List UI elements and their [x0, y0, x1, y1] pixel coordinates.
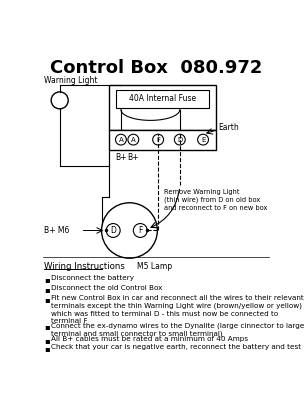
Text: D: D	[177, 137, 182, 143]
Text: 40A Internal Fuse: 40A Internal Fuse	[129, 94, 196, 103]
Text: ▪: ▪	[44, 285, 50, 294]
Text: ▪: ▪	[44, 336, 50, 345]
Bar	[109, 130, 216, 150]
Text: ▪: ▪	[44, 344, 50, 354]
Text: F: F	[156, 137, 160, 143]
Text: Connect the ex-dynamo wires to the Dynalite (large cinnector to large
terminal a: Connect the ex-dynamo wires to the Dynal…	[51, 322, 304, 337]
Text: B+: B+	[115, 154, 127, 162]
Text: B+ M6: B+ M6	[44, 226, 70, 235]
Text: ▪: ▪	[44, 275, 50, 284]
Text: M5 Lamp: M5 Lamp	[137, 262, 172, 271]
Text: Warning Light: Warning Light	[44, 76, 98, 86]
Text: E: E	[201, 137, 205, 143]
Text: All B+ cables must be rated at a minimum of 40 Amps: All B+ cables must be rated at a minimum…	[51, 336, 248, 342]
Text: Disconnect the old Control Box: Disconnect the old Control Box	[51, 285, 163, 291]
Text: Control Box  080.972: Control Box 080.972	[50, 59, 262, 77]
Text: Remove Warning Light
(thin wire) from D on old box
and reconnect to F on new box: Remove Warning Light (thin wire) from D …	[164, 189, 267, 212]
Text: Wiring Instructions: Wiring Instructions	[44, 262, 125, 271]
Text: B+: B+	[128, 154, 139, 162]
Text: Fit new Control Box in car and reconnect all the wires to their relevant
termina: Fit new Control Box in car and reconnect…	[51, 295, 304, 324]
Bar	[116, 90, 209, 108]
Bar	[109, 85, 216, 130]
Text: A: A	[131, 137, 136, 143]
Text: D: D	[110, 226, 116, 235]
Text: F: F	[138, 226, 143, 235]
Text: Earth: Earth	[218, 123, 239, 132]
Text: Disconnect the battery: Disconnect the battery	[51, 275, 134, 281]
Text: ▪: ▪	[44, 322, 50, 331]
Text: Check that your car is negative earth, reconnect the battery and test: Check that your car is negative earth, r…	[51, 344, 301, 350]
Text: ▪: ▪	[44, 295, 50, 304]
Text: A: A	[119, 137, 123, 143]
